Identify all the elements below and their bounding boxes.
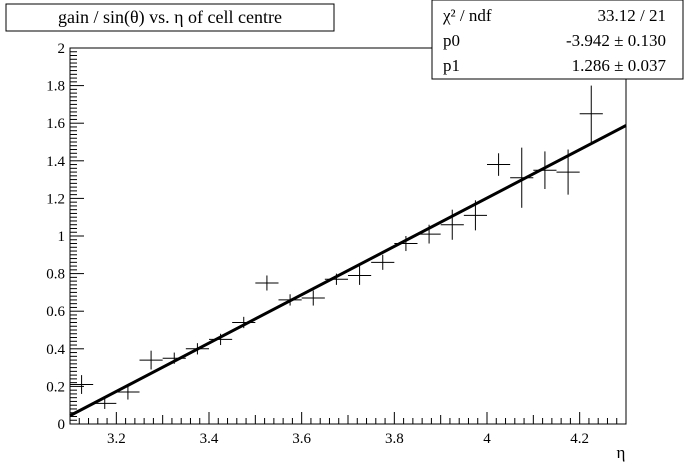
data-point xyxy=(371,254,395,270)
stats-row-p0: p0 -3.942 ± 0.130 xyxy=(443,31,666,50)
data-point xyxy=(348,266,372,285)
stats-label-p0: p0 xyxy=(443,31,460,50)
y-tick-label: 0.4 xyxy=(46,342,65,358)
data-points xyxy=(70,85,603,409)
fit-line xyxy=(69,124,627,417)
stats-value-p1: 1.286 ± 0.037 xyxy=(572,56,667,75)
data-point xyxy=(70,375,94,394)
data-point xyxy=(255,275,279,291)
stats-label-p1: p1 xyxy=(443,56,460,75)
y-tick-label: 0 xyxy=(58,417,66,433)
y-tick-label: 1.8 xyxy=(46,79,65,95)
stats-row-chi2: χ² / ndf 33.12 / 21 xyxy=(442,6,666,25)
stats-row-p1: p1 1.286 ± 0.037 xyxy=(443,56,666,75)
x-tick-label: 4 xyxy=(483,431,491,447)
y-tick-label: 1 xyxy=(58,229,66,245)
data-point xyxy=(301,290,325,306)
y-tick-label: 0.8 xyxy=(46,267,65,283)
plot-frame xyxy=(69,47,627,425)
y-tick-label: 1.4 xyxy=(46,154,65,170)
data-point xyxy=(93,397,117,409)
axes: 3.2 3.4 3.6 3.8 4 4.2 0 0.2 0.4 0.6 0.8 1 1.2 1.4 1.6 1… xyxy=(46,41,627,447)
x-tick-label: 3.6 xyxy=(292,431,311,447)
y-tick-label: 0.6 xyxy=(46,304,65,320)
chart-title: gain / sin(θ) vs. η of cell centre xyxy=(58,7,282,28)
x-axis-label: η xyxy=(617,443,626,462)
x-tick-label: 3.2 xyxy=(107,431,126,447)
data-point xyxy=(579,85,603,142)
y-tick-label: 0.2 xyxy=(46,379,65,395)
data-point xyxy=(510,147,534,208)
y-tick-label: 2 xyxy=(58,41,66,57)
x-tick-label: 3.4 xyxy=(200,431,219,447)
title-box: gain / sin(θ) vs. η of cell centre xyxy=(5,3,335,32)
y-tick-label: 1.6 xyxy=(46,116,65,132)
data-point xyxy=(440,209,464,240)
y-tick-label: 1.2 xyxy=(46,191,65,207)
x-tick-label: 3.8 xyxy=(385,431,404,447)
data-point xyxy=(487,153,511,176)
stats-box: χ² / ndf 33.12 / 21 p0 -3.942 ± 0.130 p1… xyxy=(431,0,684,80)
data-point xyxy=(139,350,163,370)
data-point xyxy=(533,151,557,189)
stats-value-chi2: 33.12 / 21 xyxy=(598,6,666,25)
stats-label-chi2: χ² / ndf xyxy=(442,6,492,25)
x-tick-label: 4.2 xyxy=(570,431,589,447)
stats-value-p0: -3.942 ± 0.130 xyxy=(566,31,666,50)
